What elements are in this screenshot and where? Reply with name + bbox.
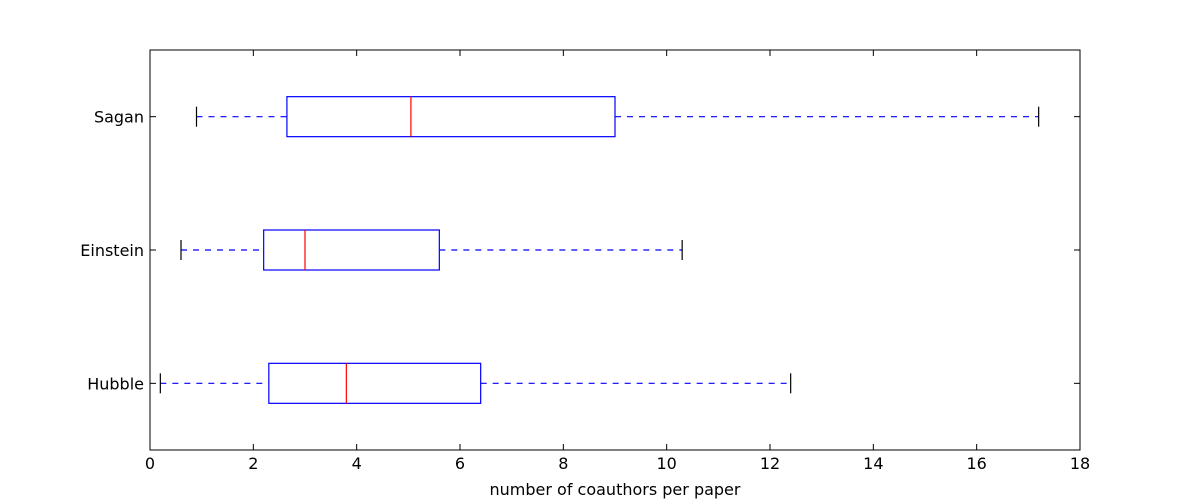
y-axis-ticks: Hubble Einstein Sagan bbox=[80, 108, 1080, 393]
x-tick-label: 6 bbox=[455, 454, 465, 473]
box-iqr bbox=[268, 362, 482, 404]
x-tick-label: 14 bbox=[863, 454, 883, 473]
x-tick-label: 4 bbox=[352, 454, 362, 473]
box-group-einstein bbox=[180, 229, 683, 271]
x-tick-label: 16 bbox=[966, 454, 986, 473]
y-tick-label: Sagan bbox=[94, 108, 144, 127]
box-iqr bbox=[263, 229, 440, 271]
box-group-hubble bbox=[159, 362, 792, 404]
x-axis-label: number of coauthors per paper bbox=[490, 480, 741, 499]
y-tick-label: Einstein bbox=[80, 241, 144, 260]
x-axis-ticks: 0 2 4 6 8 10 12 14 16 18 bbox=[145, 50, 1090, 473]
x-tick-label: 2 bbox=[248, 454, 258, 473]
box-iqr bbox=[286, 96, 616, 138]
x-tick-label: 0 bbox=[145, 454, 155, 473]
y-tick-label: Hubble bbox=[87, 374, 144, 393]
x-tick-label: 18 bbox=[1070, 454, 1090, 473]
x-tick-label: 8 bbox=[558, 454, 568, 473]
x-tick-label: 10 bbox=[656, 454, 676, 473]
x-tick-label: 12 bbox=[760, 454, 780, 473]
chart-marks bbox=[159, 96, 1040, 404]
box-group-sagan bbox=[195, 96, 1040, 138]
